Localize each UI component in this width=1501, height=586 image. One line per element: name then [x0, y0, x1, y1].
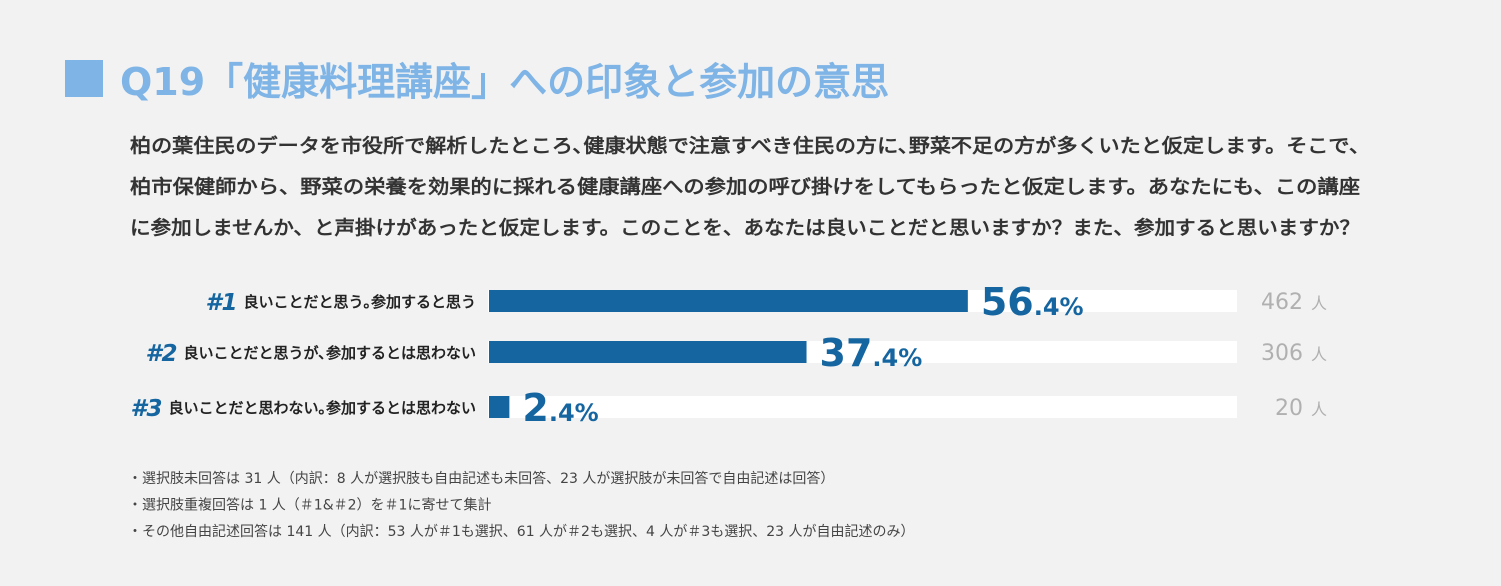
bar — [489, 341, 807, 363]
category-label: 良いことだと思うが､参加するとは思わない — [183, 344, 476, 362]
description-line: 柏市保健師から、野菜の栄養を効果的に採れる健康講座への参加の呼び掛けをしてもらっ… — [130, 175, 1360, 198]
value-label-main: 2 — [522, 386, 548, 430]
count-unit: 人 — [1311, 345, 1327, 364]
value-label-fraction: .4% — [1034, 293, 1084, 321]
description-line: に参加しませんか、と声掛けがあったと仮定します。このことを、あなたは良いことだと… — [130, 216, 1360, 239]
count-unit: 人 — [1311, 400, 1327, 419]
category-label: 良いことだと思う｡参加すると思う — [243, 293, 476, 311]
value-label-main: 37 — [820, 331, 873, 375]
bar-track — [488, 396, 1237, 418]
rank-label: #3 — [130, 396, 162, 422]
description-line: 柏の葉住民のデータを市役所で解析したところ､健康状態で注意すべき住民の方に､野菜… — [130, 134, 1360, 157]
count-label: 306 — [1261, 341, 1303, 366]
count-unit: 人 — [1311, 294, 1327, 313]
value-label: 56.4% — [981, 280, 1084, 324]
note: ・その他自由記述回答は 141 人（内訳：53 人が＃1も選択、61 人が＃2も… — [128, 523, 915, 540]
count-label: 462 — [1261, 290, 1303, 315]
value-label: 2.4% — [522, 386, 598, 430]
value-label-main: 56 — [981, 280, 1034, 324]
chart-title: Q19「健康料理講座」への印象と参加の意思 — [120, 60, 889, 104]
note: ・選択肢重複回答は 1 人（＃1&＃2）を＃1に寄せて集計 — [128, 497, 491, 514]
title-square — [65, 60, 103, 97]
category-label: 良いことだと思わない｡参加するとは思わない — [168, 399, 476, 417]
bar — [489, 396, 510, 418]
value-label-fraction: .4% — [872, 344, 922, 372]
value-label-fraction: .4% — [549, 399, 599, 427]
note: ・選択肢未回答は 31 人（内訳：8 人が選択肢も自由記述も未回答、23 人が選… — [128, 470, 834, 487]
value-label: 37.4% — [820, 331, 923, 375]
bar — [489, 290, 968, 312]
count-label: 20 — [1275, 396, 1303, 421]
rank-label: #2 — [145, 341, 177, 367]
rank-label: #1 — [205, 290, 237, 316]
